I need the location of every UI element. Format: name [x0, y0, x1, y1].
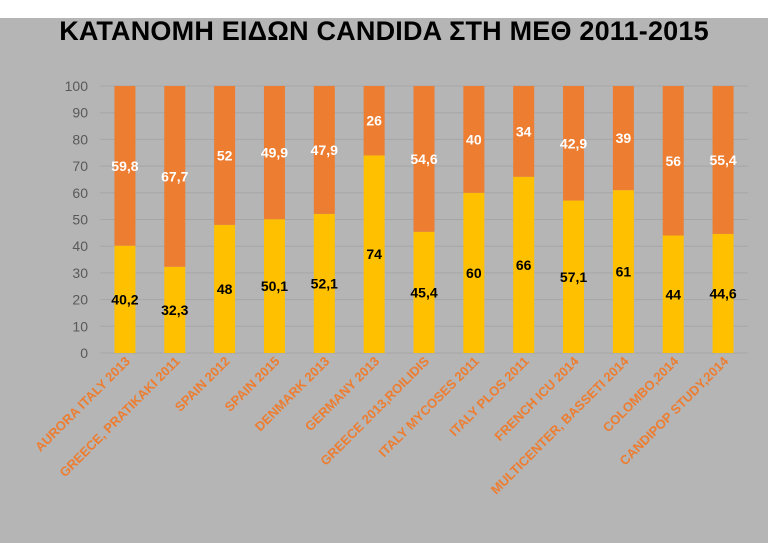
bar-segment-bottom [413, 231, 435, 353]
data-label-bottom: 44 [665, 286, 681, 302]
bar-segment-bottom [214, 224, 236, 353]
bar-segment-bottom [662, 235, 684, 353]
bar-segment-top [214, 86, 236, 225]
bar-segment-top [513, 86, 535, 177]
y-tick-label: 90 [72, 105, 88, 121]
bar-segment-top [612, 86, 634, 191]
data-label-top: 26 [366, 113, 382, 129]
data-label-top: 49,9 [261, 145, 288, 161]
data-label-bottom: 32,3 [161, 302, 188, 318]
data-label-bottom: 44,6 [709, 285, 736, 301]
data-label-top: 54,6 [410, 151, 437, 167]
bar-segment-top [164, 86, 186, 267]
data-label-bottom: 40,2 [111, 291, 138, 307]
bar-segment-top [114, 86, 136, 246]
data-label-top: 56 [665, 153, 681, 169]
bar-segment-bottom [114, 245, 136, 353]
x-tick-label: AURORA ITALY 2013 [32, 354, 133, 455]
data-label-top: 52 [217, 147, 233, 163]
bar-segment-bottom [612, 190, 634, 353]
data-label-bottom: 66 [516, 257, 532, 273]
data-label-top: 42,9 [560, 135, 587, 151]
bar-segment-bottom [563, 200, 585, 353]
bar-segment-top [413, 86, 435, 232]
bar-segment-bottom [313, 213, 335, 353]
bar-segment-top [662, 86, 684, 236]
bar-segment-bottom [363, 155, 385, 353]
bar-segment-bottom [263, 219, 285, 353]
bar-segment-top [463, 86, 485, 193]
y-tick-label: 40 [72, 238, 88, 254]
data-label-top: 67,7 [161, 168, 188, 184]
x-tick-label: ITALY MYCOSES 2011 [375, 354, 481, 460]
data-label-top: 40 [466, 131, 482, 147]
bar-segment-top [313, 86, 335, 214]
data-label-bottom: 60 [466, 265, 482, 281]
bar-segment-bottom [463, 192, 485, 353]
bar-segment-top [563, 86, 585, 201]
data-label-bottom: 61 [616, 264, 632, 280]
y-tick-label: 70 [72, 158, 88, 174]
x-tick-label: FRENCH ICU 2014 [491, 353, 582, 444]
y-tick-label: 80 [72, 131, 88, 147]
data-label-top: 59,8 [111, 158, 138, 174]
y-tick-label: 0 [80, 345, 88, 361]
data-label-bottom: 50,1 [261, 278, 288, 294]
y-tick-label: 20 [72, 292, 88, 308]
y-tick-label: 100 [65, 78, 89, 94]
data-label-bottom: 74 [366, 246, 382, 262]
data-label-top: 34 [516, 123, 532, 139]
data-label-bottom: 52,1 [311, 275, 338, 291]
y-tick-label: 50 [72, 212, 88, 228]
y-tick-label: 60 [72, 185, 88, 201]
data-label-bottom: 45,4 [410, 284, 437, 300]
bar-segment-bottom [712, 233, 734, 353]
data-label-bottom: 57,1 [560, 269, 587, 285]
bar-segment-top [712, 86, 734, 234]
bar-segment-top [363, 86, 385, 156]
chart-title: ΚΑΤΑΝΟΜΗ ΕΙΔΩΝ CANDIDA ΣΤΗ ΜΕΘ 2011-2015 [59, 16, 709, 46]
y-tick-label: 10 [72, 318, 88, 334]
bar-segment-bottom [164, 266, 186, 353]
data-label-top: 47,9 [311, 142, 338, 158]
bar-segment-top [263, 86, 285, 220]
data-label-top: 39 [616, 130, 632, 146]
data-label-bottom: 48 [217, 281, 233, 297]
data-label-top: 55,4 [709, 152, 736, 168]
y-tick-label: 30 [72, 265, 88, 281]
bar-segment-bottom [513, 176, 535, 353]
